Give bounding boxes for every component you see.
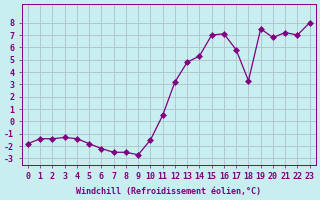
X-axis label: Windchill (Refroidissement éolien,°C): Windchill (Refroidissement éolien,°C) bbox=[76, 187, 261, 196]
